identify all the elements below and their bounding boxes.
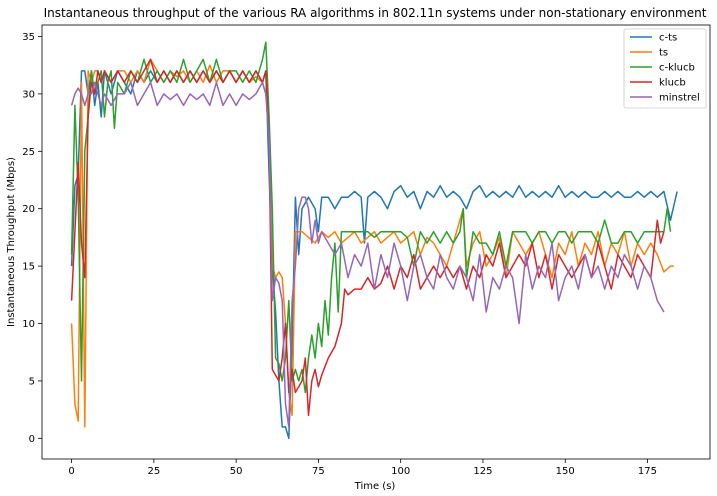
x-tick-label: 50 <box>230 466 243 477</box>
legend-label-c-ts: c-ts <box>659 33 677 44</box>
y-axis: 0 5 10 15 20 25 30 35 <box>22 32 42 445</box>
plot-frame <box>41 24 711 460</box>
y-tick-label: 25 <box>22 147 35 158</box>
y-axis-label: Instantaneous Throughput (Mbps) <box>6 157 17 327</box>
x-axis: 0 25 50 75 100 125 150 175 <box>68 459 657 477</box>
series-line-c-ts <box>70 70 678 440</box>
x-tick-label: 75 <box>312 466 325 477</box>
x-tick-label: 0 <box>68 466 74 477</box>
x-tick-label: 25 <box>148 466 161 477</box>
y-tick-label: 5 <box>29 376 35 387</box>
series-line-c-klucb <box>70 41 672 394</box>
x-tick-label: 125 <box>473 466 492 477</box>
x-axis-label: Time (s) <box>354 481 396 492</box>
x-tick-label: 150 <box>556 466 575 477</box>
x-tick-label: 100 <box>391 466 410 477</box>
series-line-minstrel <box>70 81 665 428</box>
y-tick-label: 0 <box>29 434 35 445</box>
y-tick-label: 15 <box>22 262 35 273</box>
legend: c-ts ts c-klucb klucb minstrel <box>623 28 707 109</box>
legend-label-ts: ts <box>659 48 668 59</box>
y-tick-label: 35 <box>22 32 35 43</box>
series-line-ts <box>70 58 674 428</box>
legend-label-minstrel: minstrel <box>659 93 700 104</box>
chart-title: Instantaneous throughput of the various … <box>44 6 707 20</box>
x-tick-label: 175 <box>638 466 657 477</box>
series-lines <box>70 41 678 440</box>
legend-box <box>623 28 707 109</box>
legend-label-klucb: klucb <box>659 78 686 89</box>
y-tick-label: 20 <box>22 204 35 215</box>
y-tick-label: 10 <box>22 319 35 330</box>
legend-label-c-klucb: c-klucb <box>659 63 695 74</box>
y-tick-label: 30 <box>22 89 35 100</box>
series-line-klucb <box>70 58 665 417</box>
